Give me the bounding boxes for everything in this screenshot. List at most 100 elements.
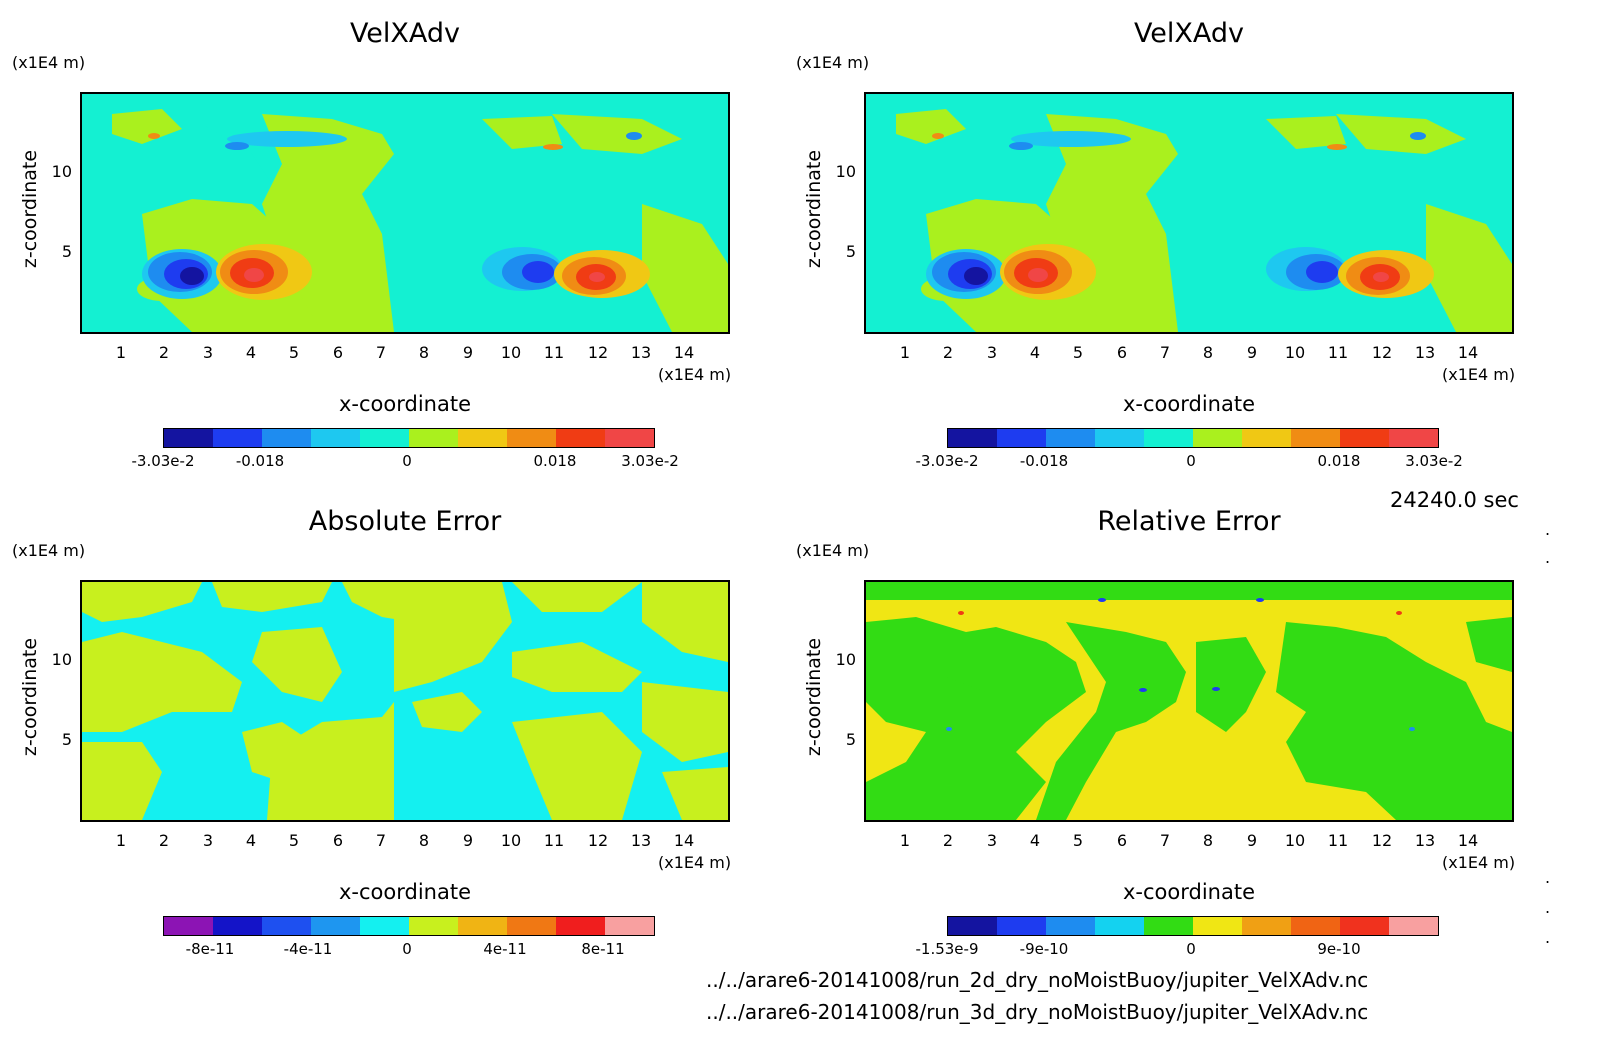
z-tick-label: 10: [835, 162, 856, 181]
z-tick-label: 10: [51, 162, 72, 181]
x-unit-label: (x1E4 m): [658, 365, 732, 384]
colorbar-tick-label: -0.018: [235, 452, 285, 470]
x-unit-label: (x1E4 m): [1442, 853, 1516, 872]
x-tick-label: 2: [942, 831, 954, 850]
colorbar-tick-label: 3.03e-2: [621, 452, 679, 470]
colorbar-segment: [262, 429, 311, 447]
x-tick-label: 6: [332, 831, 344, 850]
colorbar-tick-label: 3.03e-2: [1405, 452, 1463, 470]
colorbar-segment: [1193, 429, 1242, 447]
x-tick-label: 14: [1457, 831, 1479, 850]
x-tick-label: 7: [1159, 831, 1171, 850]
z-axis-label: z-coordinate: [803, 149, 825, 269]
colorbar-segment: [1340, 917, 1389, 935]
colorbar-segment: [1144, 429, 1193, 447]
colorbar-segment: [556, 429, 605, 447]
x-tick-label: 5: [288, 831, 300, 850]
x-tick-label: 10: [500, 343, 522, 362]
panel-title: Absolute Error: [308, 506, 502, 537]
colorbar-segment: [556, 917, 605, 935]
contour-plot: [80, 92, 730, 334]
contour-svg: [82, 582, 728, 820]
x-tick-label: 11: [1327, 343, 1349, 362]
x-tick-label: 9: [462, 343, 474, 362]
colorbar-segment: [1389, 917, 1438, 935]
x-tick-label: 10: [1284, 343, 1306, 362]
x-unit-label: (x1E4 m): [658, 853, 732, 872]
colorbar-tick-label: 0.018: [533, 452, 577, 470]
colorbar-segment: [311, 917, 360, 935]
colorbar-tick-label: 9e-10: [1317, 940, 1361, 958]
contour-svg: [866, 582, 1512, 820]
colorbar-segment: [458, 429, 507, 447]
margin-dot: .: [1545, 868, 1551, 887]
z-tick-label: 10: [51, 650, 72, 669]
colorbar-segment: [997, 429, 1046, 447]
colorbar-tick-label: -0.018: [1019, 452, 1069, 470]
file-path-3d: ../../arare6-20141008/run_3d_dry_noMoist…: [706, 1000, 1369, 1024]
x-tick-label: 7: [1159, 343, 1171, 362]
x-tick-label: 13: [1414, 831, 1436, 850]
z-axis-label: z-coordinate: [803, 637, 825, 757]
z-tick-label: 5: [845, 242, 856, 261]
x-tick-label: 2: [158, 343, 170, 362]
z-tick-label: 5: [61, 242, 72, 261]
x-tick-label: 12: [587, 831, 609, 850]
x-tick-label: 3: [986, 343, 998, 362]
x-tick-label: 1: [899, 831, 911, 850]
x-tick-label: 1: [115, 831, 127, 850]
colorbar-segment: [507, 917, 556, 935]
x-tick-label: 6: [1116, 343, 1128, 362]
x-tick-label: 9: [462, 831, 474, 850]
colorbar-segment: [1242, 429, 1291, 447]
colorbar-segment: [1046, 429, 1095, 447]
panel-velxadv-2d: VelXAdv (x1E4 m) z-coordinate 5 10: [0, 0, 760, 470]
file-path-2d: ../../arare6-20141008/run_2d_dry_noMoist…: [706, 968, 1369, 992]
x-tick-label: 3: [202, 343, 214, 362]
colorbar-tick-label: 4e-11: [483, 940, 527, 958]
panel-absolute-error: Absolute Error (x1E4 m) z-coordinate 5 1…: [0, 488, 760, 958]
x-tick-label: 14: [673, 343, 695, 362]
contour-svg: [82, 94, 728, 332]
colorbar-segment: [948, 917, 997, 935]
colorbar-segment: [997, 917, 1046, 935]
x-tick-label: 14: [673, 831, 695, 850]
x-tick-label: 3: [202, 831, 214, 850]
x-tick-label: 4: [245, 343, 257, 362]
colorbar-tick-label: 0.018: [1317, 452, 1361, 470]
x-tick-label: 3: [986, 831, 998, 850]
x-tick-label: 13: [630, 831, 652, 850]
colorbar-segment: [409, 917, 458, 935]
x-tick-label: 5: [1072, 831, 1084, 850]
colorbar: [947, 428, 1439, 448]
x-tick-label: 10: [500, 831, 522, 850]
colorbar-tick-label: 0: [1186, 452, 1196, 470]
x-tick-label: 13: [630, 343, 652, 362]
colorbar-segment: [1291, 429, 1340, 447]
x-tick-label: 9: [1246, 831, 1258, 850]
margin-dot: .: [1545, 520, 1551, 539]
z-tick-label: 5: [61, 730, 72, 749]
x-tick-label: 11: [543, 343, 565, 362]
colorbar-tick-label: -4e-11: [283, 940, 333, 958]
x-axis-label: x-coordinate: [338, 392, 471, 416]
contour-plot: [864, 92, 1514, 334]
panel-title: VelXAdv: [349, 18, 461, 49]
colorbar-tick-label: 0: [1186, 940, 1196, 958]
x-tick-label: 5: [1072, 343, 1084, 362]
colorbar-segment: [948, 429, 997, 447]
x-tick-label: 1: [899, 343, 911, 362]
x-tick-label: 10: [1284, 831, 1306, 850]
x-tick-label: 11: [543, 831, 565, 850]
colorbar-segment: [1389, 429, 1438, 447]
colorbar-segment: [164, 917, 213, 935]
colorbar-segment: [1340, 429, 1389, 447]
colorbar-tick-label: -9e-10: [1019, 940, 1069, 958]
contour-plot: [80, 580, 730, 822]
panel-title: Relative Error: [1097, 506, 1281, 537]
x-tick-label: 11: [1327, 831, 1349, 850]
colorbar-segment: [605, 917, 654, 935]
colorbar-tick-label: -3.03e-2: [131, 452, 195, 470]
x-tick-label: 4: [245, 831, 257, 850]
x-axis-label: x-coordinate: [1122, 392, 1255, 416]
